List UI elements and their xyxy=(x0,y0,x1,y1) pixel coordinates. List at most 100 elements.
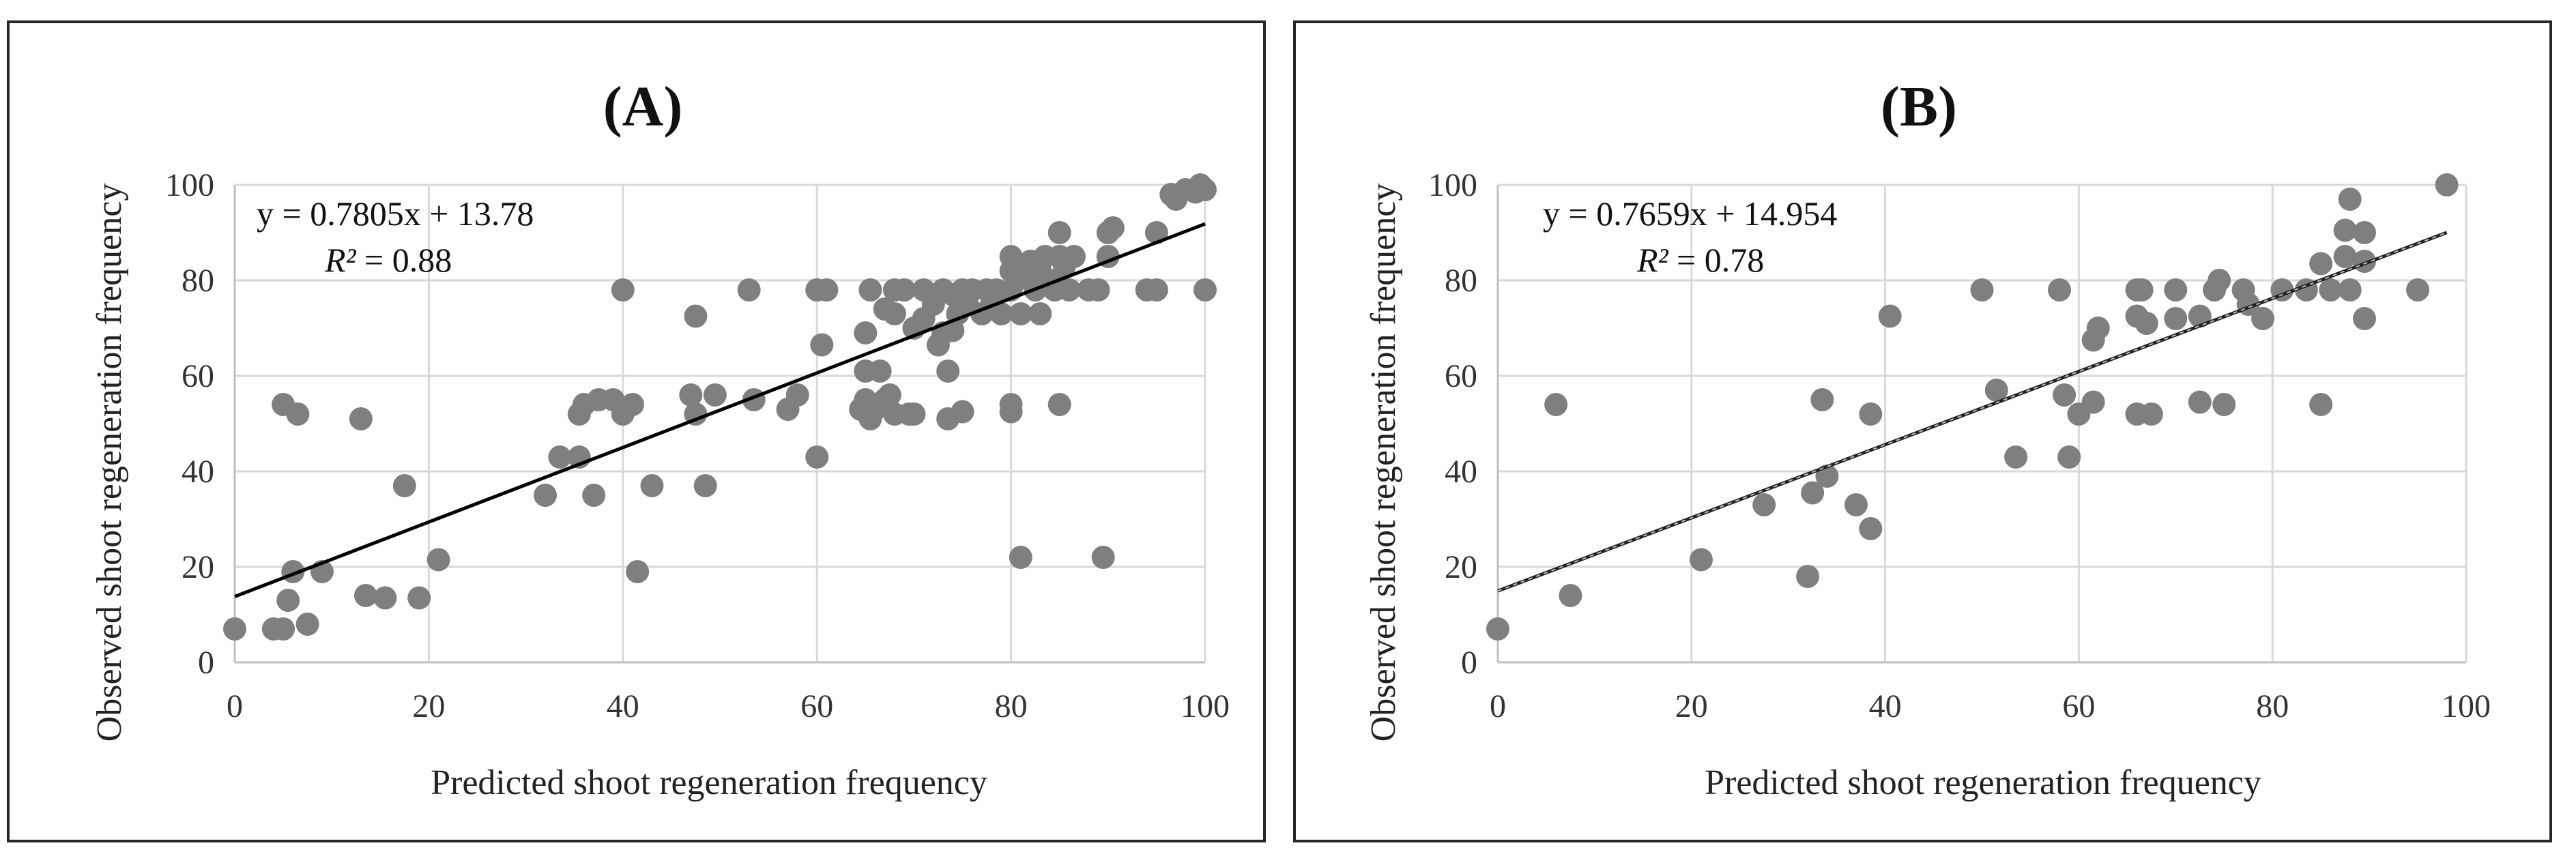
data-point xyxy=(2353,221,2377,244)
data-point xyxy=(679,383,703,407)
data-point xyxy=(407,586,431,610)
data-point xyxy=(1859,517,1883,540)
x-tick-label: 20 xyxy=(412,688,445,724)
y-tick-label: 80 xyxy=(182,263,214,299)
data-point xyxy=(1559,584,1582,607)
y-tick-label: 0 xyxy=(1461,645,1477,681)
data-point xyxy=(1984,379,2008,402)
data-point xyxy=(2435,173,2459,196)
data-point xyxy=(272,617,295,641)
data-point xyxy=(1689,548,1713,572)
data-point xyxy=(2309,252,2333,276)
data-point xyxy=(989,302,1013,325)
data-point xyxy=(2004,445,2028,469)
x-axis-label: Predicted shoot regeneration frequency xyxy=(431,763,987,802)
data-point xyxy=(2319,278,2343,302)
data-point xyxy=(737,278,761,302)
chart-b: 0 20 40 60 80 100 0 20 40 60 80 100 (B) y = 0.7659x… xyxy=(1364,75,2491,802)
data-point xyxy=(626,560,650,583)
panel-b: 0 20 40 60 80 100 0 20 40 60 80 100 (B) y = 0.7659x… xyxy=(1293,20,2552,842)
data-point xyxy=(1844,493,1868,516)
y-tick-label: 60 xyxy=(182,358,214,394)
data-point xyxy=(1193,178,1217,201)
y-tick-label: 40 xyxy=(182,454,214,490)
regression-equation: y = 0.7805x + 13.78 xyxy=(257,194,534,233)
data-point xyxy=(2406,278,2430,302)
data-point xyxy=(373,586,397,610)
data-point xyxy=(295,613,319,636)
data-point xyxy=(286,402,310,426)
data-point xyxy=(1796,565,1820,588)
data-point xyxy=(999,393,1023,416)
data-point xyxy=(621,393,645,416)
data-point xyxy=(1193,278,1217,302)
data-point xyxy=(2130,278,2154,302)
data-point xyxy=(1144,221,1168,244)
y-tick-label: 80 xyxy=(1445,263,1477,299)
data-point xyxy=(785,383,809,407)
data-point xyxy=(611,278,635,302)
data-point xyxy=(703,383,727,407)
x-tick-label: 0 xyxy=(227,688,243,724)
data-point xyxy=(534,484,558,507)
data-point xyxy=(882,302,906,325)
data-point xyxy=(1144,278,1168,302)
data-point xyxy=(2048,278,2072,302)
data-point xyxy=(1028,302,1052,325)
data-point xyxy=(1801,481,1825,505)
data-point xyxy=(1062,245,1086,268)
y-tick-label: 100 xyxy=(1428,167,1477,203)
data-point xyxy=(1009,302,1032,325)
data-point xyxy=(815,278,839,302)
data-point xyxy=(1047,393,1071,416)
data-point xyxy=(582,484,606,507)
data-point xyxy=(1752,493,1776,516)
data-point xyxy=(2212,393,2236,416)
x-tick-label: 100 xyxy=(2442,688,2491,724)
data-point xyxy=(2164,278,2188,302)
data-point xyxy=(902,402,926,426)
data-point xyxy=(1878,304,1902,328)
data-point xyxy=(2188,390,2212,414)
trendline xyxy=(1497,231,2447,592)
data-point xyxy=(805,445,829,469)
data-point xyxy=(2251,307,2275,330)
data-point xyxy=(276,589,300,612)
data-point xyxy=(1101,216,1125,239)
data-point xyxy=(893,278,916,302)
data-point xyxy=(693,474,717,497)
data-point xyxy=(684,402,708,426)
data-point xyxy=(2338,278,2362,302)
data-point xyxy=(223,617,246,641)
x-tick-label: 60 xyxy=(2062,688,2095,724)
x-tick-label: 40 xyxy=(607,688,639,724)
data-point xyxy=(1086,278,1110,302)
x-axis-label: Predicted shoot regeneration frequency xyxy=(1705,763,2261,802)
data-point xyxy=(2139,402,2163,426)
data-point xyxy=(2208,269,2231,292)
chart-a: 0 20 40 60 80 100 0 20 40 60 80 100 (A) y = 0.7805x… xyxy=(90,75,1230,802)
y-tick-label: 20 xyxy=(182,549,214,585)
data-point xyxy=(858,278,882,302)
data-point xyxy=(2053,383,2076,407)
x-tick-label: 40 xyxy=(1869,688,1902,724)
data-point xyxy=(2338,188,2362,211)
x-tick-label: 20 xyxy=(1675,688,1708,724)
r-squared: R² = 0.78 xyxy=(1636,241,1764,279)
panel-a: 0 20 40 60 80 100 0 20 40 60 80 100 (A) y = 0.7805x… xyxy=(7,20,1266,842)
data-point xyxy=(426,548,450,572)
data-point xyxy=(951,400,974,424)
r-squared: R² = 0.88 xyxy=(324,241,452,279)
data-point xyxy=(1486,617,1509,641)
data-point xyxy=(810,333,834,357)
regression-equation: y = 0.7659x + 14.954 xyxy=(1543,194,1837,233)
data-point xyxy=(1091,546,1115,569)
data-point xyxy=(2081,390,2105,414)
data-point xyxy=(1057,278,1081,302)
x-tick-label: 80 xyxy=(2256,688,2289,724)
x-tick-label: 80 xyxy=(995,688,1028,724)
data-point xyxy=(936,359,960,383)
panel-title: (A) xyxy=(603,75,683,138)
y-tick-label: 100 xyxy=(165,167,214,203)
data-point xyxy=(1009,546,1032,569)
